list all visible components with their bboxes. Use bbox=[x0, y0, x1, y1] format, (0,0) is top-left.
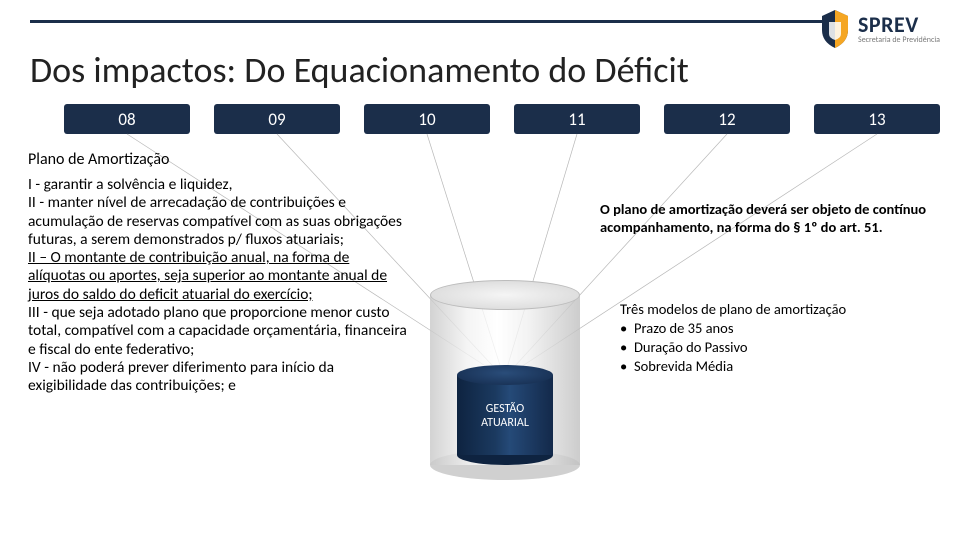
inner-cylinder: GESTÃO ATUARIAL bbox=[457, 365, 553, 465]
cylinder-label: GESTÃO ATUARIAL bbox=[457, 403, 553, 431]
tab-09: 09 bbox=[214, 104, 340, 134]
right2-item-2: Duração do Passivo bbox=[620, 338, 940, 357]
tab-10: 10 bbox=[364, 104, 490, 134]
left-p5: IV - não poderá prever diferimento para … bbox=[28, 359, 408, 396]
right2-item-1: Prazo de 35 anos bbox=[620, 319, 940, 338]
tab-12: 12 bbox=[664, 104, 790, 134]
left-body: I - garantir a solvência e liquidez, II … bbox=[28, 176, 408, 395]
logo-shield-icon bbox=[818, 8, 852, 50]
header-divider bbox=[30, 20, 840, 23]
tab-08: 08 bbox=[64, 104, 190, 134]
tab-13: 13 bbox=[814, 104, 940, 134]
left-p3: II – O montante de contribuição anual, n… bbox=[28, 249, 408, 304]
right-block-1: O plano de amortização deverá ser objeto… bbox=[600, 200, 940, 236]
right1-text: O plano de amortização deverá ser objeto… bbox=[600, 200, 926, 236]
right2-heading: Três modelos de plano de amortização bbox=[620, 300, 940, 319]
cyl-line2: ATUARIAL bbox=[481, 416, 529, 430]
logo-text: SPREV bbox=[858, 14, 940, 36]
left-p4: III - que seja adotado plano que proporc… bbox=[28, 304, 408, 359]
logo-subtext: Secretaria de Previdência bbox=[858, 36, 940, 44]
right-block-2: Três modelos de plano de amortização Pra… bbox=[620, 300, 940, 375]
tab-11: 11 bbox=[514, 104, 640, 134]
right2-item-3: Sobrevida Média bbox=[620, 357, 940, 376]
left-p2: II - manter nível de arrecadação de cont… bbox=[28, 194, 408, 249]
section-subtitle: Plano de Amortização bbox=[28, 150, 169, 169]
cyl-line1: GESTÃO bbox=[486, 402, 524, 416]
logo: SPREV Secretaria de Previdência bbox=[818, 8, 940, 50]
cylinder-graphic: GESTÃO ATUARIAL bbox=[430, 270, 580, 500]
left-p1: I - garantir a solvência e liquidez, bbox=[28, 176, 408, 194]
page-title: Dos impactos: Do Equacionamento do Défic… bbox=[30, 48, 689, 92]
tab-row: 08 09 10 11 12 13 bbox=[64, 104, 940, 134]
